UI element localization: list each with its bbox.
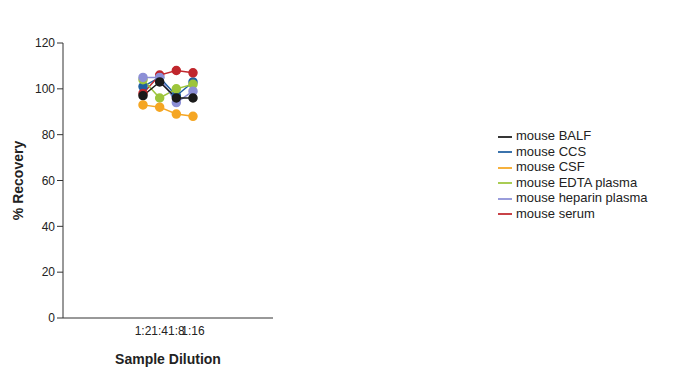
svg-text:40: 40: [42, 220, 56, 234]
svg-text:100: 100: [35, 82, 55, 96]
svg-text:80: 80: [42, 128, 56, 142]
svg-text:Sample Dilution: Sample Dilution: [115, 351, 221, 367]
svg-text:1:2: 1:2: [135, 324, 152, 338]
html-text:mouse EDTA plasma: mouse EDTA plasma: [516, 174, 638, 190]
svg-text:1:4: 1:4: [151, 324, 168, 338]
svg-text:60: 60: [42, 174, 56, 188]
svg-text:1:8: 1:8: [168, 323, 185, 338]
svg-text:20: 20: [42, 265, 56, 279]
svg-text:0: 0: [48, 311, 55, 325]
html-text:mouse BALF: mouse BALF: [516, 128, 592, 143]
svg-text:120: 120: [35, 36, 55, 50]
svg-text:1:16: 1:16: [181, 324, 205, 338]
html-text:mouse CSF: mouse CSF: [516, 159, 585, 175]
svg-text:% Recovery: % Recovery: [10, 141, 26, 221]
html-text:mouse CCS: mouse CCS: [516, 143, 587, 159]
html-text:mouse serum: mouse serum: [516, 205, 595, 221]
html-text:mouse heparin plasma: mouse heparin plasma: [516, 190, 648, 206]
